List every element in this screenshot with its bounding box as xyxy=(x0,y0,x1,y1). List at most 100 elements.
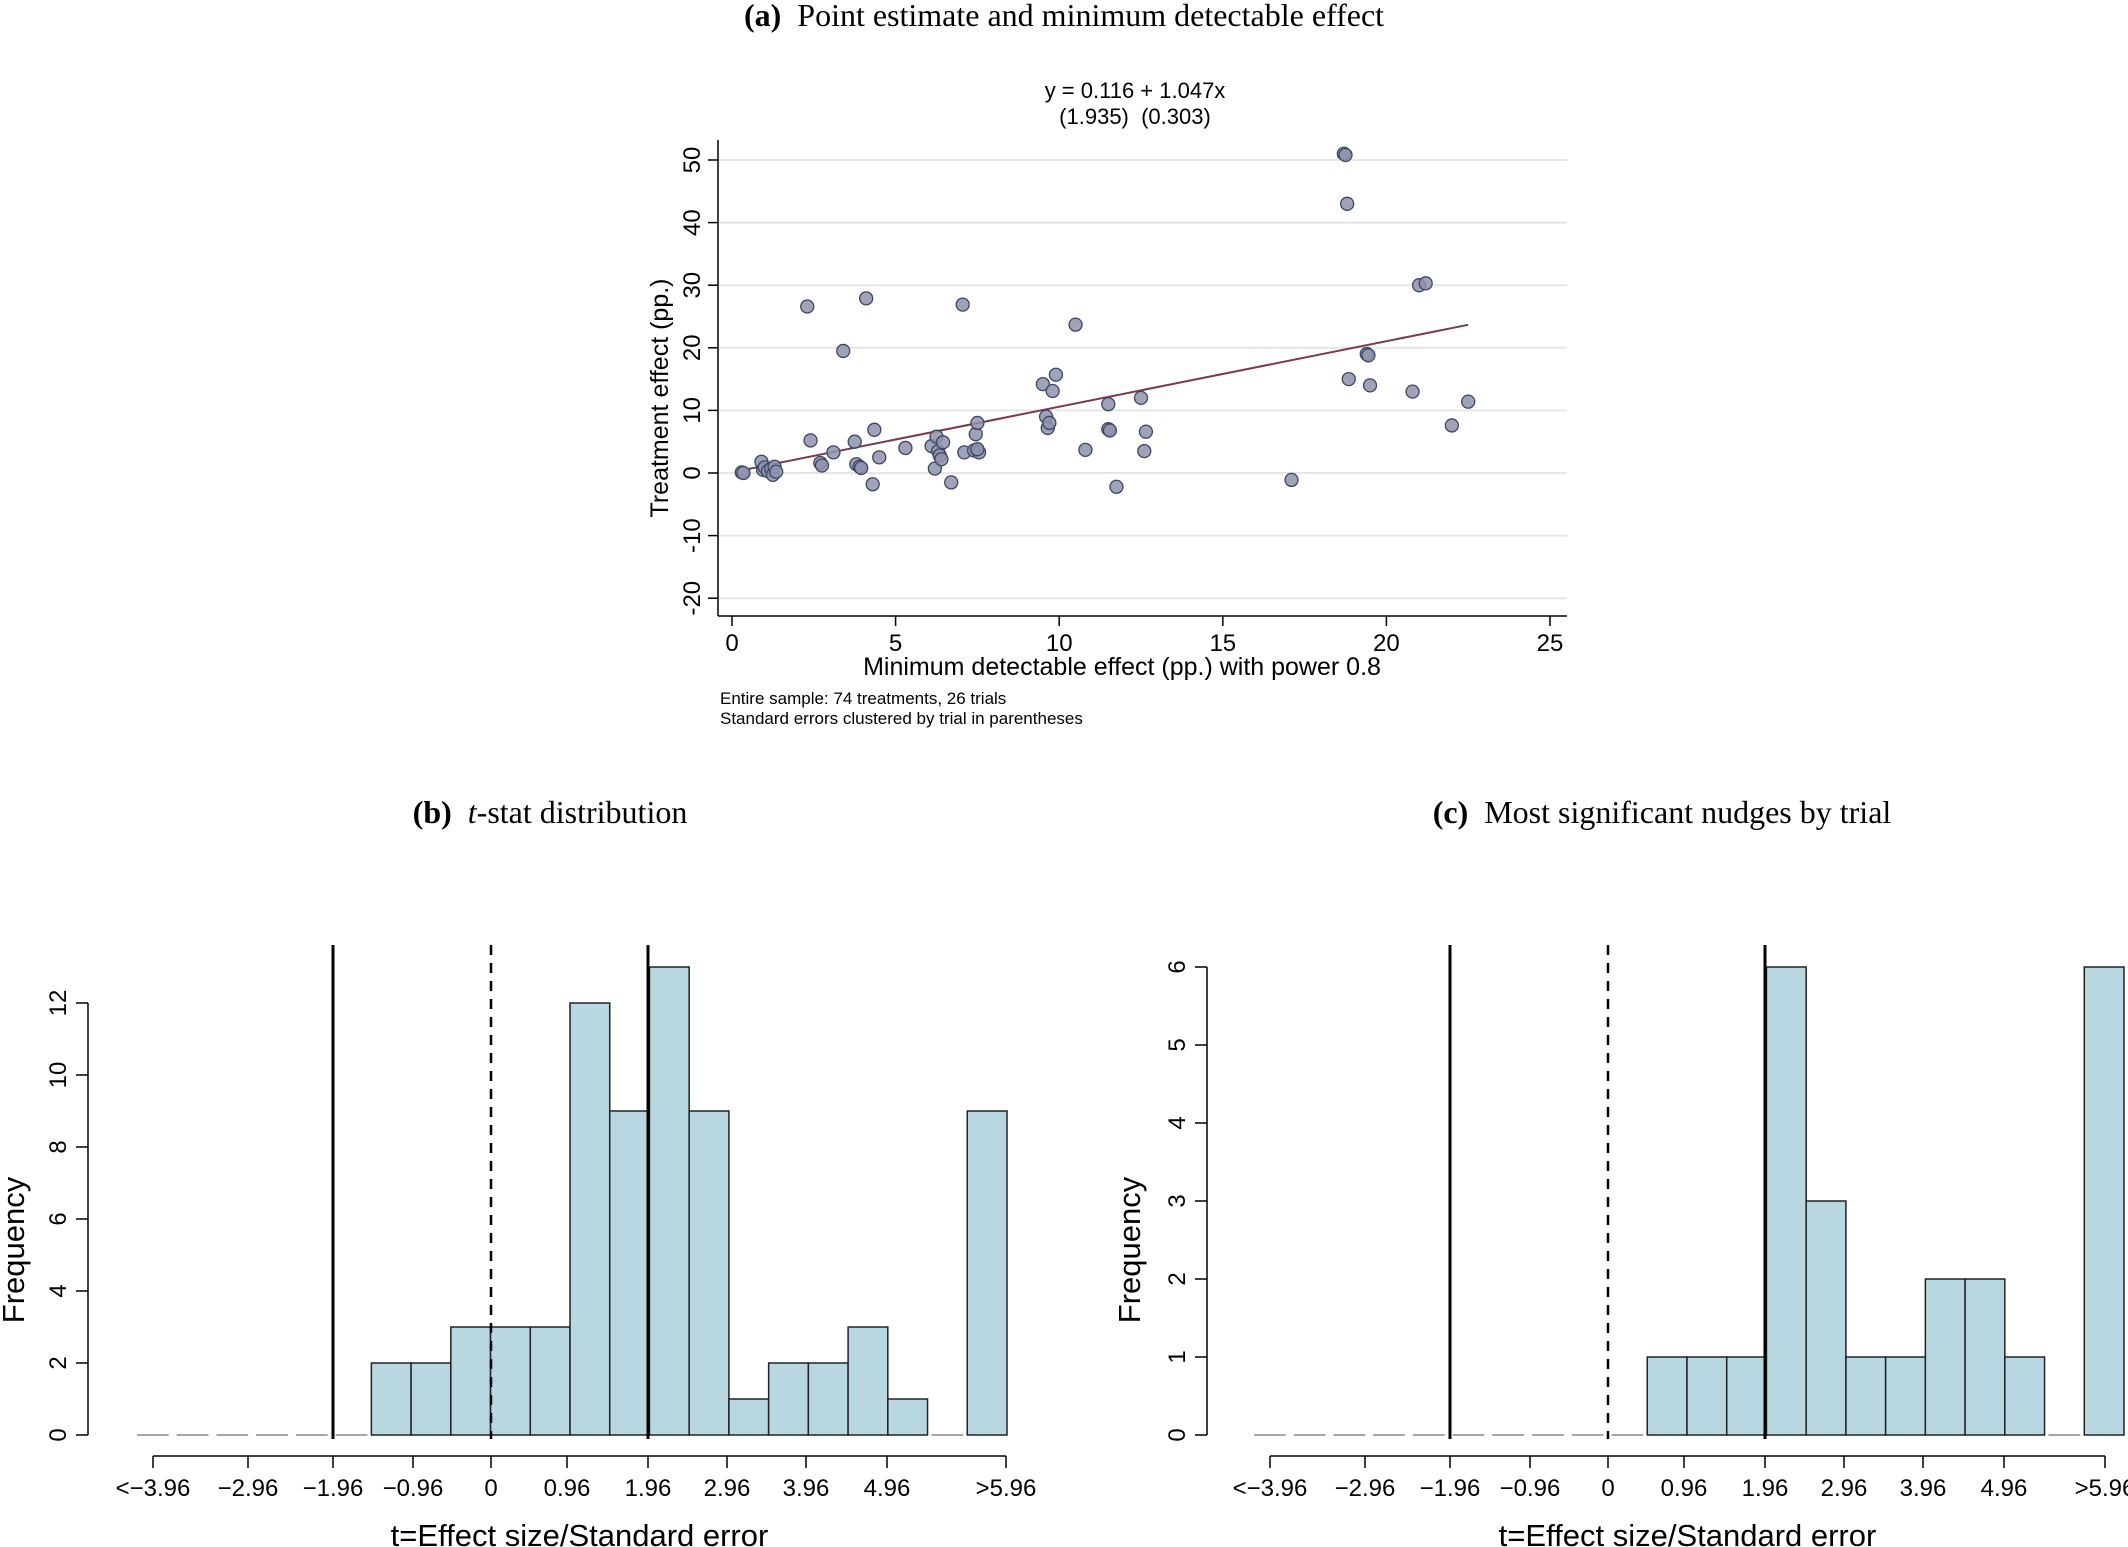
histogram-bar xyxy=(1805,1200,1847,1436)
scatter-point xyxy=(867,422,882,437)
scatter-point xyxy=(1444,418,1459,433)
y-tick-label: 8 xyxy=(45,1140,72,1153)
scatter-point xyxy=(1078,442,1093,457)
histogram-bar xyxy=(966,1110,1008,1436)
scatter-point xyxy=(814,458,830,473)
x-tick-label: 1.96 xyxy=(1742,1475,1789,1502)
y-tick-label: 50 xyxy=(679,147,706,174)
scatter-point xyxy=(935,435,951,450)
y-axis-title: Treatment effect (pp.) xyxy=(646,279,674,518)
panel-c-label: (c) xyxy=(1433,794,1469,830)
scatter-point xyxy=(955,297,970,312)
scatter-point xyxy=(1068,317,1083,332)
panel-b-title: -stat distribution xyxy=(477,794,688,830)
panel-a-caption: (a) Point estimate and minimum detectabl… xyxy=(744,0,1384,33)
histogram-bar xyxy=(489,1326,532,1436)
x-tick-label: 25 xyxy=(1537,630,1564,657)
x-tick-label: <−3.96 xyxy=(1233,1475,1308,1502)
x-tick-label: 4.96 xyxy=(864,1475,911,1502)
x-tick-label: 0 xyxy=(1601,1475,1614,1502)
panel-b-label: (b) xyxy=(413,794,452,830)
scatter-point xyxy=(970,415,985,431)
fit-line xyxy=(741,323,1469,472)
regression-equation: y = 0.116 + 1.047x xyxy=(1045,78,1226,103)
x-tick-label: 1.96 xyxy=(625,1475,672,1502)
histogram-panel-b: 0 2 4 6 8 10 12 Frequency <−3.96 −2.96 −1.96 −0.96 0… xyxy=(0,945,1036,1547)
histogram-bar xyxy=(569,1002,611,1436)
y-tick-label: -20 xyxy=(679,581,706,616)
scatter-point xyxy=(836,343,851,359)
panel-b-caption: (b) t-stat distribution xyxy=(413,794,688,830)
scatter-point xyxy=(1035,376,1050,392)
x-tick-label: 0.96 xyxy=(544,1475,591,1502)
panel-c-title: Most significant nudges by trial xyxy=(1484,794,1891,830)
histogram-bar xyxy=(1646,1356,1688,1436)
x-axis-title: Minimum detectable effect (pp.) with pow… xyxy=(863,653,1381,681)
panel-a-label: (a) xyxy=(744,0,781,33)
scatter-point xyxy=(769,464,784,479)
scatter-point xyxy=(1284,472,1299,488)
scatter-point xyxy=(1405,384,1420,399)
scatter-point xyxy=(872,450,887,465)
histogram-bar xyxy=(767,1362,810,1436)
scatter-point xyxy=(1133,390,1149,406)
scatter-point xyxy=(1102,423,1118,438)
histogram-bar xyxy=(2083,966,2125,1436)
histogram-bar xyxy=(450,1326,492,1436)
histogram-bar xyxy=(410,1362,452,1436)
scatter-point xyxy=(934,452,949,467)
x-tick-label: −2.96 xyxy=(218,1475,279,1502)
histogram-bar xyxy=(529,1326,571,1436)
scatter-point xyxy=(1418,276,1433,291)
histogram-bar xyxy=(807,1362,849,1436)
scatter-point xyxy=(1339,196,1355,211)
y-tick-label: 0 xyxy=(679,466,706,479)
scatter-point xyxy=(1101,396,1116,412)
y-tick-label: 3 xyxy=(1164,1194,1191,1207)
panel-b-title-italic: t xyxy=(468,794,478,830)
x-tick-label: 4.96 xyxy=(1981,1475,2028,1502)
histogram-bar xyxy=(847,1326,889,1436)
scatter-point xyxy=(736,465,751,481)
scatter-point xyxy=(1361,348,1376,363)
histogram-bar xyxy=(887,1398,929,1436)
histogram-bar xyxy=(608,1110,651,1436)
y-tick-label: 10 xyxy=(679,397,706,424)
panel-c-caption: (c) Most significant nudges by trial xyxy=(1433,794,1892,830)
x-tick-label: 0 xyxy=(725,630,738,657)
x-tick-label: 2.96 xyxy=(1821,1475,1868,1502)
scatter-point xyxy=(847,434,862,449)
x-tick-label: −0.96 xyxy=(383,1475,444,1502)
x-tick-label: 3.96 xyxy=(1900,1475,1947,1502)
y-tick-label: 5 xyxy=(1164,1038,1191,1051)
x-tick-label: 3.96 xyxy=(783,1475,830,1502)
histogram-bar xyxy=(648,966,690,1436)
x-tick-label: −1.96 xyxy=(1420,1475,1481,1502)
scatter-point xyxy=(898,440,913,456)
y-axis-title: Frequency xyxy=(0,1176,31,1323)
y-tick-label: 1 xyxy=(1164,1350,1191,1363)
y-tick-label: 12 xyxy=(45,990,72,1017)
x-tick-label: 10 xyxy=(1046,630,1073,657)
scatter-point xyxy=(803,433,818,448)
y-tick-label: 40 xyxy=(679,209,706,236)
scatter-point xyxy=(944,475,959,490)
y-tick-label: 4 xyxy=(45,1284,72,1297)
scatter-point xyxy=(826,445,841,460)
x-tick-label: 0.96 xyxy=(1661,1475,1708,1502)
histogram-bar xyxy=(1686,1356,1728,1436)
y-tick-label: 0 xyxy=(1164,1428,1191,1441)
x-tick-label: 2.96 xyxy=(704,1475,751,1502)
scatter-point xyxy=(970,442,985,457)
y-tick-label: 30 xyxy=(679,272,706,299)
x-tick-label: 0 xyxy=(484,1475,497,1502)
histogram-panel-c: 0 1 2 3 4 5 6 Frequency <−3.96 −2.96 −1.96 −0.96 0 0.… xyxy=(1112,945,2128,1547)
scatter-point xyxy=(800,299,815,314)
scatter-point xyxy=(1362,378,1378,393)
x-tick-label: 5 xyxy=(889,630,902,657)
x-tick-label: −0.96 xyxy=(1500,1475,1561,1502)
y-axis-title: Frequency xyxy=(1112,1176,1147,1323)
x-axis-title: t=Effect size/Standard error xyxy=(1499,1518,1877,1547)
histogram-bar xyxy=(728,1398,770,1436)
